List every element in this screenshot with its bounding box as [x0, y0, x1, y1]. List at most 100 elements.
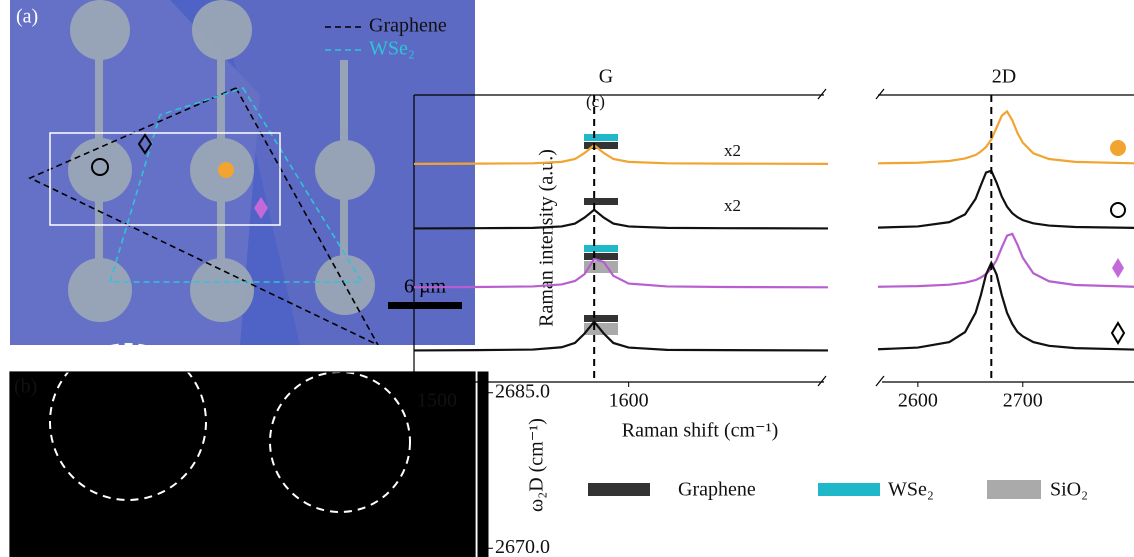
colorbar-segment: [478, 554, 488, 557]
heat-cell: [155, 403, 185, 435]
heat-cell: [445, 434, 476, 466]
colorbar-segment: [478, 514, 488, 521]
colorbar-segment: [478, 534, 488, 541]
spectrum: [413, 208, 829, 230]
x-tick-label: 1600: [609, 390, 649, 412]
colorbar-segment: [478, 475, 488, 481]
heat-cell: [68, 434, 98, 466]
colorbar-segment: [478, 519, 488, 526]
heat-cell: [213, 465, 243, 497]
colorbar-segment: [478, 426, 488, 432]
heat-cell: [416, 527, 447, 557]
colorbar-segment: [478, 450, 488, 457]
x-tick-label: 2700: [1003, 390, 1043, 412]
spectrum: [413, 143, 829, 165]
heat-cell: [68, 403, 98, 435]
heat-cell: [445, 372, 476, 404]
heat-cell: [10, 465, 40, 497]
heat-cell: [329, 372, 360, 404]
region-outline: [49, 343, 207, 501]
colorbar-segment: [478, 396, 488, 403]
heat-cell: [445, 465, 476, 497]
heat-cell: [213, 434, 243, 466]
frame: [9, 371, 476, 557]
heat-cell: [155, 527, 185, 557]
colorbar-segment: [478, 436, 488, 442]
heat-cell: [39, 434, 69, 466]
heat-cell: [97, 527, 127, 557]
heat-cell: [155, 434, 185, 466]
heat-cell: [242, 403, 273, 435]
heat-cell: [329, 465, 360, 497]
heat-cell: [97, 372, 127, 404]
colorbar-segment: [478, 485, 488, 491]
heat-cell: [329, 434, 360, 466]
heat-cell: [445, 403, 476, 435]
annotation: x2: [724, 141, 741, 160]
heat-cell: [358, 434, 389, 466]
legend-label: Graphene: [678, 479, 756, 501]
heat-cell: [184, 527, 214, 557]
heat-cell: [39, 496, 69, 528]
heat-cell: [300, 496, 331, 528]
heat-cell: [39, 465, 69, 497]
heat-cell: [39, 403, 69, 435]
chart-title: G: [599, 66, 613, 88]
heat-cell: [68, 527, 98, 557]
colorbar-segment: [478, 544, 488, 550]
material-legend: [588, 480, 1041, 499]
colorbar-segment: [478, 495, 488, 501]
heat-cell: [387, 434, 418, 466]
colorbar-segment: [478, 549, 488, 555]
spectrum: [877, 109, 1134, 165]
colorbar-segment: [478, 490, 488, 496]
heat-cell: [10, 434, 40, 466]
heat-cell: [242, 527, 273, 557]
heat-cell: [387, 372, 418, 404]
colorbar-segment: [478, 504, 488, 511]
colorbar-segment: [478, 480, 488, 486]
legend-label: SiO₂: [1050, 479, 1088, 501]
heat-cell: [242, 465, 273, 497]
colorbar-segment: [478, 391, 488, 398]
heat-cell: [126, 465, 156, 497]
heat-cell: [445, 496, 476, 528]
heat-cell: [97, 403, 127, 435]
spectrum: [877, 169, 1134, 229]
x-tick-label: 2600: [898, 390, 938, 412]
colorbar-segment: [478, 524, 488, 531]
heat-cell: [155, 465, 185, 497]
heat-cell: [155, 496, 185, 528]
heat-cell: [97, 496, 127, 528]
heat-cell: [126, 496, 156, 528]
heat-cell: [242, 496, 273, 528]
heat-cell: [242, 434, 273, 466]
panel-label: (a): [16, 6, 38, 28]
heat-cell: [387, 496, 418, 528]
heat-cell: [126, 403, 156, 435]
heat-cell: [213, 372, 243, 404]
heat-cell: [271, 496, 302, 528]
colorbar-segment: [478, 470, 488, 477]
heat-cell: [271, 527, 302, 557]
heat-cell: [213, 496, 243, 528]
colorbar-segment: [478, 465, 488, 472]
spectrum: [877, 232, 1134, 288]
legend-label: WSe₂: [888, 479, 934, 501]
heat-cell: [10, 372, 40, 404]
heat-cell: [68, 496, 98, 528]
colorbar-segment: [478, 416, 488, 422]
x-axis-label: Raman shift (cm⁻¹): [622, 420, 779, 442]
heat-cell: [329, 403, 360, 435]
colorbar-segment: [478, 386, 488, 393]
heat-cell: [97, 465, 127, 497]
panel-label: (c): [586, 92, 605, 111]
heatmap: (b) 2685.0 2670.0 ω₂D (cm⁻¹): [9, 343, 550, 557]
colorbar-segment: [478, 455, 488, 462]
heat-cell: [358, 496, 389, 528]
colorbar-segment: [478, 445, 488, 452]
heat-cell: [184, 434, 214, 466]
colorbar-label: ω₂D (cm⁻¹): [526, 418, 548, 512]
spectrum: [877, 260, 1134, 351]
heat-cell: [242, 372, 273, 404]
